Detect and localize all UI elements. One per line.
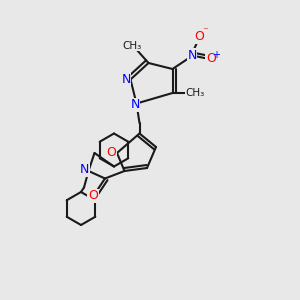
Text: +: + — [212, 50, 220, 60]
Text: N: N — [187, 49, 197, 62]
Text: N: N — [80, 163, 90, 176]
Text: ⁻: ⁻ — [202, 26, 208, 37]
Text: O: O — [107, 146, 116, 160]
Text: N: N — [121, 73, 131, 86]
Text: CH₃: CH₃ — [185, 88, 205, 98]
Text: CH₃: CH₃ — [122, 40, 142, 51]
Text: N: N — [130, 98, 140, 112]
Text: O: O — [88, 189, 98, 203]
Text: O: O — [206, 52, 216, 65]
Text: O: O — [194, 30, 204, 43]
